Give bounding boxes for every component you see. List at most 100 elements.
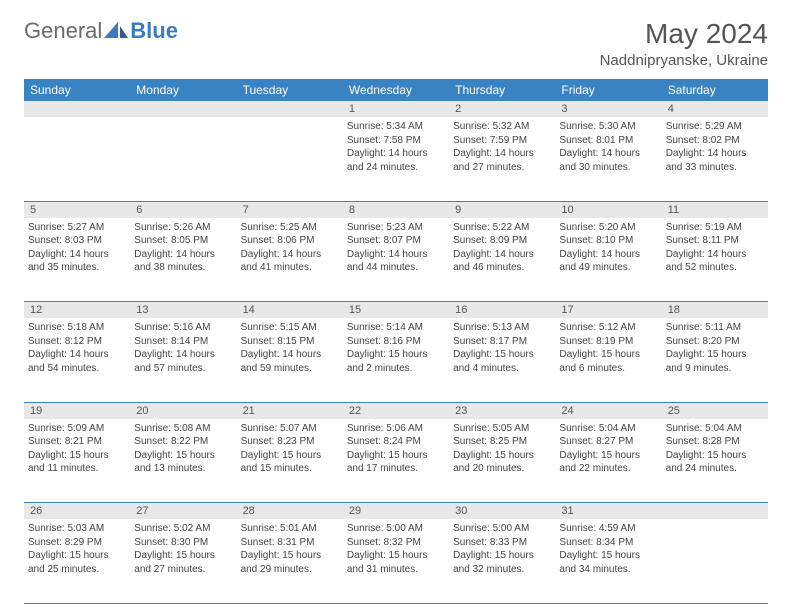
- day-number-cell: 30: [449, 503, 555, 520]
- sunset-text: Sunset: 8:09 PM: [453, 234, 551, 248]
- sunrise-text: Sunrise: 5:09 AM: [28, 422, 126, 436]
- sunrise-text: Sunrise: 5:14 AM: [347, 321, 445, 335]
- day-content-row: Sunrise: 5:18 AMSunset: 8:12 PMDaylight:…: [24, 318, 768, 402]
- day-number-cell: 20: [130, 402, 236, 419]
- daylight-text-2: and 29 minutes.: [241, 563, 339, 577]
- daylight-text-1: Daylight: 15 hours: [559, 348, 657, 362]
- day-number-cell: 29: [343, 503, 449, 520]
- daylight-text-1: Daylight: 14 hours: [134, 248, 232, 262]
- day-cell: Sunrise: 5:29 AMSunset: 8:02 PMDaylight:…: [662, 117, 768, 201]
- daylight-text-1: Daylight: 14 hours: [241, 348, 339, 362]
- sunset-text: Sunset: 8:20 PM: [666, 335, 764, 349]
- sunset-text: Sunset: 8:05 PM: [134, 234, 232, 248]
- sunrise-text: Sunrise: 5:15 AM: [241, 321, 339, 335]
- daylight-text-1: Daylight: 15 hours: [347, 449, 445, 463]
- sunset-text: Sunset: 7:59 PM: [453, 134, 551, 148]
- day-cell: [237, 117, 343, 201]
- sunrise-text: Sunrise: 5:34 AM: [347, 120, 445, 134]
- daylight-text-2: and 24 minutes.: [347, 161, 445, 175]
- logo-sail-icon: [104, 22, 128, 40]
- daylight-text-2: and 52 minutes.: [666, 261, 764, 275]
- dow-thu: Thursday: [449, 79, 555, 101]
- daylight-text-2: and 30 minutes.: [559, 161, 657, 175]
- sunrise-text: Sunrise: 5:11 AM: [666, 321, 764, 335]
- day-cell: Sunrise: 5:06 AMSunset: 8:24 PMDaylight:…: [343, 419, 449, 503]
- dow-tue: Tuesday: [237, 79, 343, 101]
- daylight-text-2: and 17 minutes.: [347, 462, 445, 476]
- day-number-row: 262728293031: [24, 503, 768, 520]
- day-cell: Sunrise: 5:12 AMSunset: 8:19 PMDaylight:…: [555, 318, 661, 402]
- day-number-cell: 24: [555, 402, 661, 419]
- day-cell: Sunrise: 5:22 AMSunset: 8:09 PMDaylight:…: [449, 218, 555, 302]
- day-number-cell: 11: [662, 201, 768, 218]
- sunrise-text: Sunrise: 5:05 AM: [453, 422, 551, 436]
- daylight-text-1: Daylight: 14 hours: [666, 147, 764, 161]
- day-cell: Sunrise: 5:08 AMSunset: 8:22 PMDaylight:…: [130, 419, 236, 503]
- day-cell: Sunrise: 5:19 AMSunset: 8:11 PMDaylight:…: [662, 218, 768, 302]
- sunset-text: Sunset: 8:34 PM: [559, 536, 657, 550]
- day-number-cell: 21: [237, 402, 343, 419]
- day-cell: Sunrise: 4:59 AMSunset: 8:34 PMDaylight:…: [555, 519, 661, 603]
- sunset-text: Sunset: 8:29 PM: [28, 536, 126, 550]
- daylight-text-2: and 25 minutes.: [28, 563, 126, 577]
- sunset-text: Sunset: 8:22 PM: [134, 435, 232, 449]
- day-content-row: Sunrise: 5:27 AMSunset: 8:03 PMDaylight:…: [24, 218, 768, 302]
- day-number-cell: [662, 503, 768, 520]
- sunset-text: Sunset: 8:10 PM: [559, 234, 657, 248]
- sunset-text: Sunset: 8:14 PM: [134, 335, 232, 349]
- day-number-cell: 5: [24, 201, 130, 218]
- day-cell: Sunrise: 5:16 AMSunset: 8:14 PMDaylight:…: [130, 318, 236, 402]
- daylight-text-2: and 41 minutes.: [241, 261, 339, 275]
- day-cell: Sunrise: 5:18 AMSunset: 8:12 PMDaylight:…: [24, 318, 130, 402]
- day-number-cell: 6: [130, 201, 236, 218]
- sunrise-text: Sunrise: 5:01 AM: [241, 522, 339, 536]
- sunrise-text: Sunrise: 5:19 AM: [666, 221, 764, 235]
- sunset-text: Sunset: 8:11 PM: [666, 234, 764, 248]
- sunrise-text: Sunrise: 5:29 AM: [666, 120, 764, 134]
- days-of-week-row: Sunday Monday Tuesday Wednesday Thursday…: [24, 79, 768, 101]
- day-cell: Sunrise: 5:32 AMSunset: 7:59 PMDaylight:…: [449, 117, 555, 201]
- month-year: May 2024: [600, 18, 768, 50]
- daylight-text-1: Daylight: 15 hours: [241, 549, 339, 563]
- logo-text-blue: Blue: [130, 18, 178, 44]
- sunset-text: Sunset: 8:15 PM: [241, 335, 339, 349]
- day-number-cell: [237, 101, 343, 117]
- location: Naddnipryanske, Ukraine: [600, 52, 768, 69]
- day-number-row: 19202122232425: [24, 402, 768, 419]
- daylight-text-1: Daylight: 14 hours: [241, 248, 339, 262]
- daylight-text-2: and 59 minutes.: [241, 362, 339, 376]
- daylight-text-1: Daylight: 14 hours: [559, 248, 657, 262]
- sunset-text: Sunset: 8:33 PM: [453, 536, 551, 550]
- sunset-text: Sunset: 8:30 PM: [134, 536, 232, 550]
- dow-sun: Sunday: [24, 79, 130, 101]
- day-number-cell: 23: [449, 402, 555, 419]
- daylight-text-2: and 2 minutes.: [347, 362, 445, 376]
- day-number-cell: 9: [449, 201, 555, 218]
- day-number-cell: 10: [555, 201, 661, 218]
- daylight-text-2: and 15 minutes.: [241, 462, 339, 476]
- sunrise-text: Sunrise: 4:59 AM: [559, 522, 657, 536]
- sunrise-text: Sunrise: 5:04 AM: [559, 422, 657, 436]
- daylight-text-1: Daylight: 14 hours: [28, 348, 126, 362]
- day-number-cell: 19: [24, 402, 130, 419]
- sunrise-text: Sunrise: 5:26 AM: [134, 221, 232, 235]
- dow-wed: Wednesday: [343, 79, 449, 101]
- sunrise-text: Sunrise: 5:18 AM: [28, 321, 126, 335]
- sunset-text: Sunset: 8:21 PM: [28, 435, 126, 449]
- sunset-text: Sunset: 8:19 PM: [559, 335, 657, 349]
- daylight-text-1: Daylight: 15 hours: [559, 449, 657, 463]
- day-cell: Sunrise: 5:15 AMSunset: 8:15 PMDaylight:…: [237, 318, 343, 402]
- day-cell: [662, 519, 768, 603]
- daylight-text-2: and 27 minutes.: [134, 563, 232, 577]
- sunrise-text: Sunrise: 5:25 AM: [241, 221, 339, 235]
- sunrise-text: Sunrise: 5:22 AM: [453, 221, 551, 235]
- dow-mon: Monday: [130, 79, 236, 101]
- daylight-text-2: and 33 minutes.: [666, 161, 764, 175]
- day-number-cell: 14: [237, 302, 343, 319]
- daylight-text-2: and 27 minutes.: [453, 161, 551, 175]
- day-cell: Sunrise: 5:01 AMSunset: 8:31 PMDaylight:…: [237, 519, 343, 603]
- title-block: May 2024 Naddnipryanske, Ukraine: [600, 18, 768, 69]
- sunrise-text: Sunrise: 5:30 AM: [559, 120, 657, 134]
- daylight-text-2: and 38 minutes.: [134, 261, 232, 275]
- sunset-text: Sunset: 8:12 PM: [28, 335, 126, 349]
